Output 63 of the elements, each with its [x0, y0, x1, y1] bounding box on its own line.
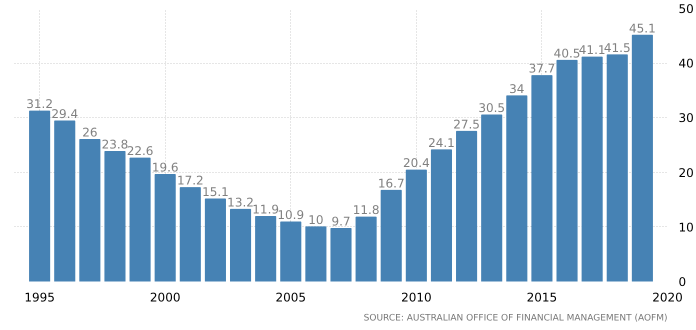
data-label: 16.7 — [378, 176, 405, 190]
bar — [154, 174, 176, 282]
bar — [79, 139, 100, 282]
bar — [380, 190, 402, 282]
bar — [406, 170, 427, 282]
source-note: SOURCE: AUSTRALIAN OFFICE OF FINANCIAL MANAGEMENT (AOFM) — [364, 314, 668, 324]
bar — [556, 60, 578, 282]
data-label: 30.5 — [478, 100, 506, 115]
bar — [104, 151, 126, 282]
y-tick-label: 20 — [678, 166, 694, 180]
data-label: 15.1 — [202, 185, 229, 200]
data-label: 41.5 — [604, 40, 631, 55]
bar — [430, 149, 452, 282]
bar — [481, 114, 502, 282]
bar — [531, 75, 552, 282]
y-tick-label: 40 — [678, 56, 694, 71]
data-label: 10 — [308, 212, 324, 227]
bar — [456, 130, 478, 282]
data-label: 22.6 — [126, 144, 154, 158]
data-label: 31.2 — [26, 97, 53, 112]
data-label: 19.6 — [152, 160, 179, 174]
data-label: 29.4 — [51, 106, 78, 121]
data-label: 34 — [509, 82, 524, 96]
bar — [280, 221, 302, 282]
bar — [632, 34, 653, 282]
bar — [54, 120, 76, 282]
bar — [582, 56, 603, 282]
x-tick-label: 2000 — [150, 290, 180, 304]
data-label: 24.1 — [428, 136, 455, 150]
y-tick-label: 50 — [678, 2, 694, 16]
data-label: 20.4 — [402, 156, 430, 170]
data-label: 10.9 — [277, 208, 304, 222]
data-label: 45.1 — [629, 21, 656, 36]
data-label: 41.1 — [578, 43, 606, 58]
bar — [255, 216, 276, 282]
data-label: 26 — [82, 126, 98, 140]
bar — [204, 198, 226, 282]
data-label: 9.7 — [331, 214, 351, 229]
data-label: 23.8 — [102, 138, 128, 152]
bar — [506, 95, 528, 282]
bar — [29, 110, 50, 282]
data-label: 11.9 — [252, 202, 280, 217]
bar — [330, 228, 352, 282]
y-tick-label: 0 — [678, 275, 686, 289]
y-tick-label: 10 — [678, 220, 694, 234]
data-label: 13.2 — [227, 195, 254, 210]
bar — [230, 208, 252, 282]
data-label: 27.5 — [453, 117, 480, 132]
y-tick-label: 30 — [678, 111, 694, 126]
bar — [305, 226, 326, 282]
data-label: 40.5 — [554, 46, 580, 60]
x-tick-label: 2005 — [276, 290, 306, 304]
bar — [606, 54, 628, 282]
bar — [130, 158, 151, 282]
data-label: 37.7 — [528, 62, 556, 76]
x-tick-label: 2015 — [526, 290, 558, 304]
x-tick-label: 2020 — [652, 290, 683, 304]
data-label: 17.2 — [176, 174, 204, 188]
x-tick-label: 1995 — [24, 290, 55, 304]
x-tick-label: 2010 — [401, 290, 432, 304]
data-label: 11.8 — [352, 203, 380, 218]
bar — [356, 216, 377, 282]
bar — [180, 187, 201, 282]
